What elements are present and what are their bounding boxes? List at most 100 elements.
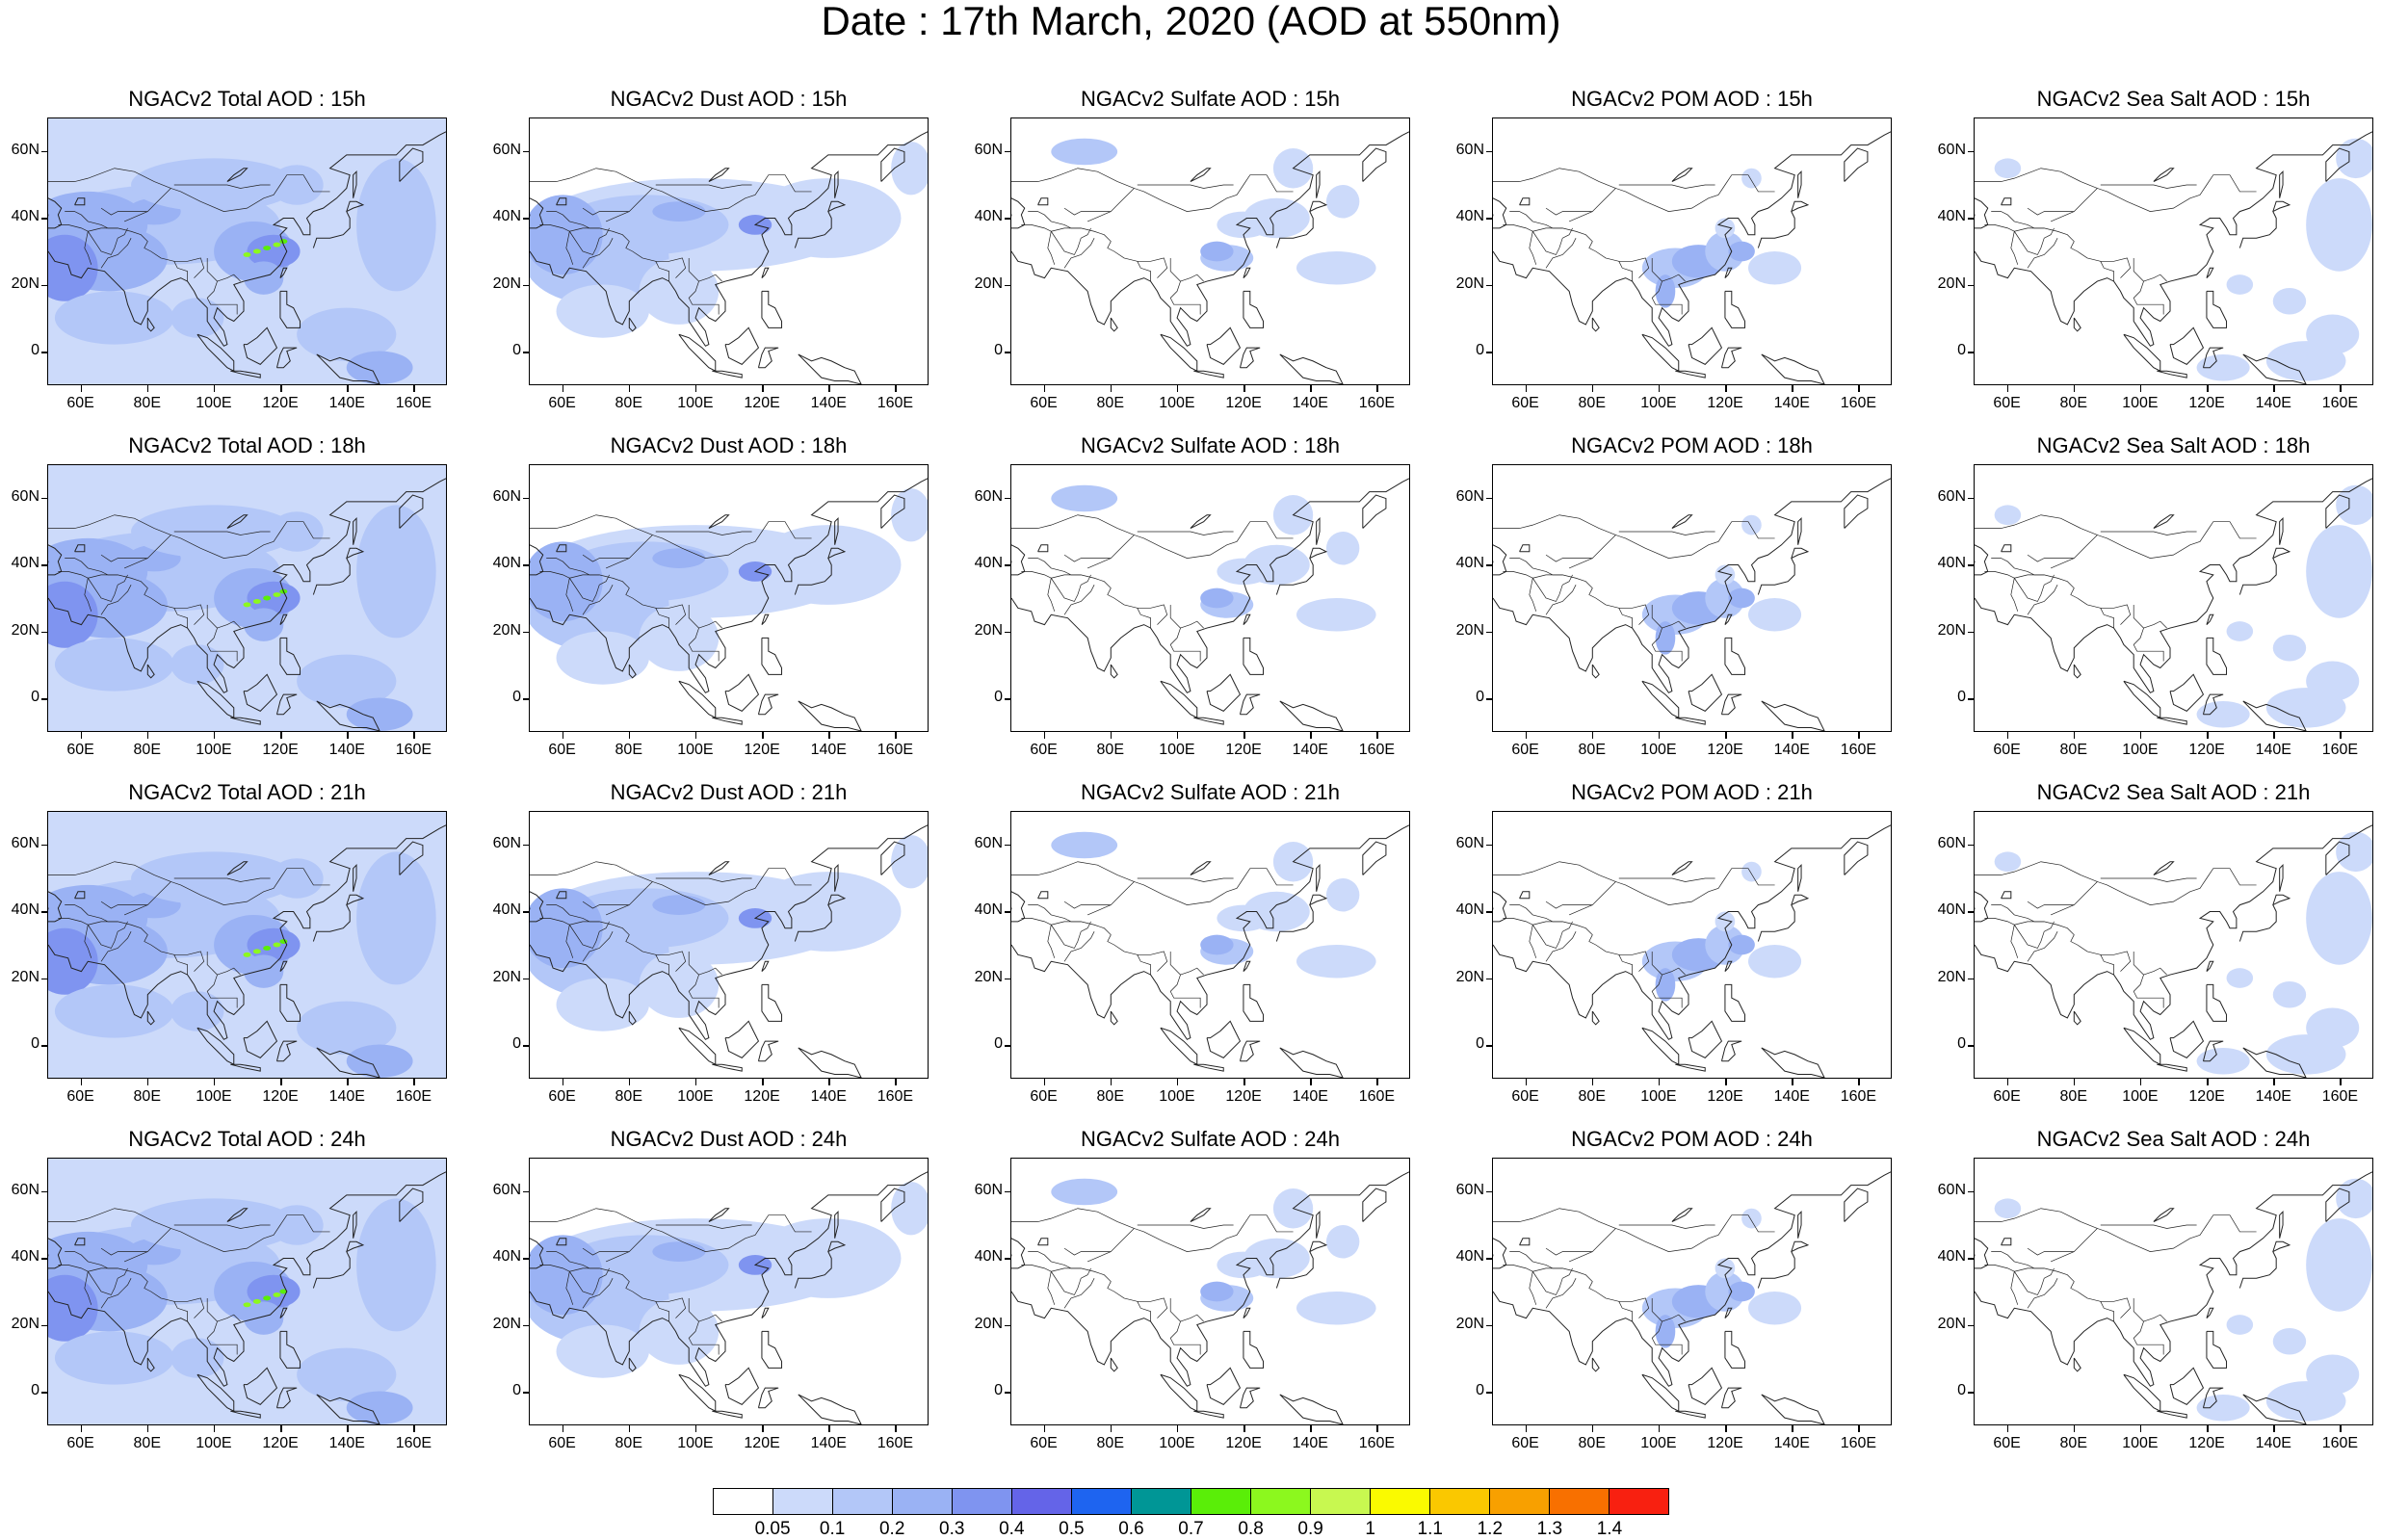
lon-tick [1043, 385, 1046, 392]
border-line [2100, 877, 2197, 882]
coastline [1975, 1238, 1989, 1269]
lat-tick-label: 40N [1455, 1248, 1484, 1266]
lon-tick-label: 80E [2059, 1435, 2087, 1451]
border-line [2014, 227, 2132, 278]
colorbar-swatch [893, 1489, 953, 1514]
coastline [556, 891, 567, 900]
border-line [2014, 1267, 2055, 1295]
aod-shading [1296, 598, 1376, 632]
panel-title: NGACv2 Sulfate AOD : 15h [1080, 87, 1341, 111]
lon-tick-label: 60E [66, 1088, 94, 1105]
border-line [1975, 861, 2098, 882]
coastline [353, 516, 357, 545]
border-line [88, 574, 128, 602]
aod-shading [2226, 621, 2254, 641]
aod-hotspot [243, 251, 251, 257]
lat-tick-label: 60N [492, 487, 521, 505]
lon-tick [1725, 1425, 1727, 1432]
border-line [582, 554, 630, 562]
border-line [569, 574, 610, 602]
coastline [1519, 544, 1531, 553]
lon-tick [2273, 1079, 2275, 1085]
border-line [48, 168, 171, 189]
border-line [605, 1214, 812, 1263]
border-line [1662, 967, 1686, 976]
border-line [206, 1297, 238, 1355]
aod-hotspot [243, 602, 251, 608]
border-line [569, 227, 687, 278]
coastline [2001, 891, 2012, 900]
lat-tick [1968, 284, 1974, 287]
coastline [312, 547, 365, 595]
coastline [2157, 1410, 2187, 1419]
coastline [1243, 983, 1265, 1022]
lon-tick [347, 1425, 349, 1432]
border-line [582, 585, 614, 615]
border-line [1011, 861, 1135, 882]
border-line [582, 931, 614, 962]
lon-tick [1525, 1425, 1528, 1432]
panel-title: NGACv2 Total AOD : 21h [128, 780, 366, 804]
aod-shading [346, 1044, 413, 1078]
coastline [1279, 353, 1344, 384]
colorbar-swatch [1012, 1489, 1072, 1514]
coastline [312, 1240, 365, 1289]
border-line [2014, 1267, 2132, 1318]
coastline [1724, 1330, 1746, 1369]
colorbar-swatch [714, 1489, 773, 1514]
lon-tick [828, 1079, 830, 1085]
coastline [1239, 693, 1261, 716]
map-area [1974, 811, 2373, 1079]
coastline [794, 894, 847, 942]
aod-shading [1705, 1271, 1745, 1312]
coastline [2001, 197, 2012, 206]
coastline [798, 353, 862, 384]
lat-tick-label: 20N [492, 1315, 521, 1332]
coastline [761, 267, 770, 278]
coastline [761, 290, 783, 328]
coastline [2238, 200, 2291, 248]
lat-tick [523, 497, 529, 500]
border-line [1532, 227, 1573, 255]
lon-tick [1310, 385, 1312, 392]
coastline [1975, 197, 1989, 229]
lon-tick-label: 160E [877, 1088, 914, 1105]
lat-tick [1968, 564, 1974, 566]
border-line [2014, 921, 2132, 972]
border-line [2014, 921, 2055, 949]
border-line [1180, 1314, 1204, 1322]
lon-tick [694, 1079, 697, 1085]
border-line [1509, 904, 1563, 923]
lon-tick-label: 80E [1096, 1435, 1124, 1451]
coastline [1975, 544, 1989, 576]
coastline [1190, 861, 1212, 875]
coastline [1688, 673, 1723, 712]
border-line [100, 585, 132, 615]
aod-shading [652, 548, 706, 568]
aod-shading [639, 951, 720, 1018]
lon-tick-label: 60E [1030, 395, 1058, 411]
coastline [399, 147, 424, 182]
lat-tick-label: 0 [1957, 1035, 1966, 1053]
lon-tick-label: 80E [615, 1088, 642, 1105]
coastline [48, 544, 63, 576]
coastline [2153, 514, 2175, 529]
lat-tick-label: 40N [11, 555, 39, 572]
border-line [1011, 514, 1135, 535]
coastline [2206, 1307, 2214, 1318]
panel-title: NGACv2 Total AOD : 15h [128, 87, 366, 111]
coastline [1206, 326, 1242, 365]
coastline [2242, 1047, 2307, 1078]
coastline [2001, 544, 2012, 553]
border-line [2133, 257, 2164, 315]
coastline [1757, 547, 1810, 595]
lat-tick-label: 40N [1455, 901, 1484, 919]
coastline [794, 200, 847, 248]
border-line [1021, 1265, 1056, 1305]
lat-tick-label: 60N [1455, 1181, 1484, 1198]
colorbar-label: 0.8 [1238, 1519, 1264, 1539]
lon-tick-label: 60E [1030, 1435, 1058, 1451]
border-line [582, 207, 630, 216]
lon-tick-label: 60E [1030, 742, 1058, 758]
aod-shading [2306, 314, 2360, 354]
